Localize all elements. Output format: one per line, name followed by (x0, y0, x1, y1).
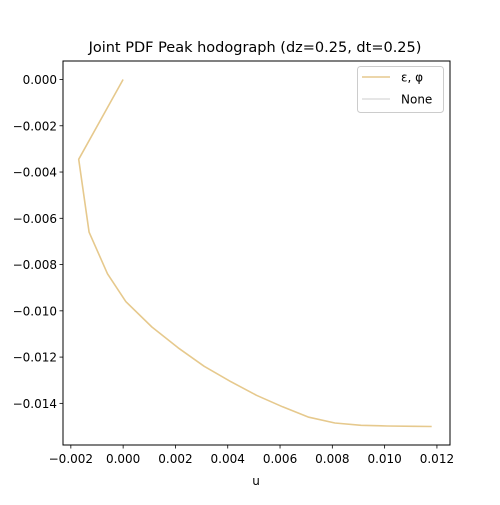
plot-frame (62, 60, 451, 446)
legend-box (357, 66, 444, 113)
x-tick-label: 0.008 (315, 452, 349, 466)
chart-title: Joint PDF Peak hodograph (dz=0.25, dt=0.… (88, 40, 422, 56)
legend-label-1: None (401, 93, 432, 107)
y-tick-label: −0.012 (13, 351, 57, 365)
x-tick-label: 0.002 (158, 452, 192, 466)
legend-label-0: ε, φ (401, 71, 423, 85)
y-tick-label: 0.000 (23, 73, 57, 87)
series-line-0 (77, 79, 432, 428)
x-axis-label: u (252, 474, 260, 488)
legend: ε, φ None (357, 66, 444, 113)
x-tick-label: −0.002 (49, 452, 93, 466)
x-tick-label: 0.012 (420, 452, 454, 466)
y-tick-label: −0.010 (13, 304, 57, 318)
x-tick-label: 0.000 (106, 452, 140, 466)
y-tick-label: −0.014 (13, 397, 57, 411)
x-tick-label: 0.006 (263, 452, 297, 466)
x-tick-label: 0.010 (367, 452, 401, 466)
y-tick-label: −0.006 (13, 212, 57, 226)
y-tick-label: −0.002 (13, 119, 57, 133)
y-tick-label: −0.008 (13, 258, 57, 272)
y-tick-label: −0.004 (13, 166, 57, 180)
x-tick-label: 0.004 (211, 452, 245, 466)
